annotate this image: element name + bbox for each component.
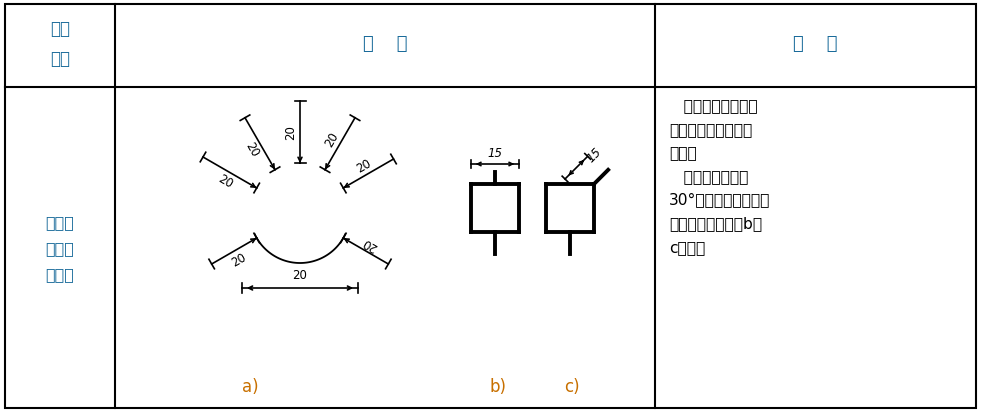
Text: 图    例: 图 例 <box>363 35 407 53</box>
Text: 说    明: 说 明 <box>794 35 838 53</box>
Text: 20: 20 <box>292 268 307 281</box>
Text: 20: 20 <box>216 171 235 190</box>
Text: 标注
内容: 标注 内容 <box>50 20 70 67</box>
Text: b): b) <box>490 377 506 395</box>
Text: 20: 20 <box>284 125 297 140</box>
Text: 20: 20 <box>323 130 341 150</box>
Text: 20: 20 <box>243 139 262 159</box>
Text: a): a) <box>241 377 258 395</box>
Text: c): c) <box>564 377 580 395</box>
Text: 水平尺寸数字头朝
上，垂直尺寸数字头
朝左。
   尽量避免在图示
30°范围内标注尺寸。
无法避免时，可按b、
c图标注: 水平尺寸数字头朝 上，垂直尺寸数字头 朝左。 尽量避免在图示 30°范围内标注尺… <box>669 98 770 254</box>
Text: 15: 15 <box>488 147 502 159</box>
Text: 20: 20 <box>354 157 374 176</box>
Text: 20: 20 <box>361 234 380 253</box>
Text: 15: 15 <box>585 145 604 164</box>
Text: 20: 20 <box>229 250 248 268</box>
Text: 线性尺
寸的数
字方向: 线性尺 寸的数 字方向 <box>45 215 75 281</box>
